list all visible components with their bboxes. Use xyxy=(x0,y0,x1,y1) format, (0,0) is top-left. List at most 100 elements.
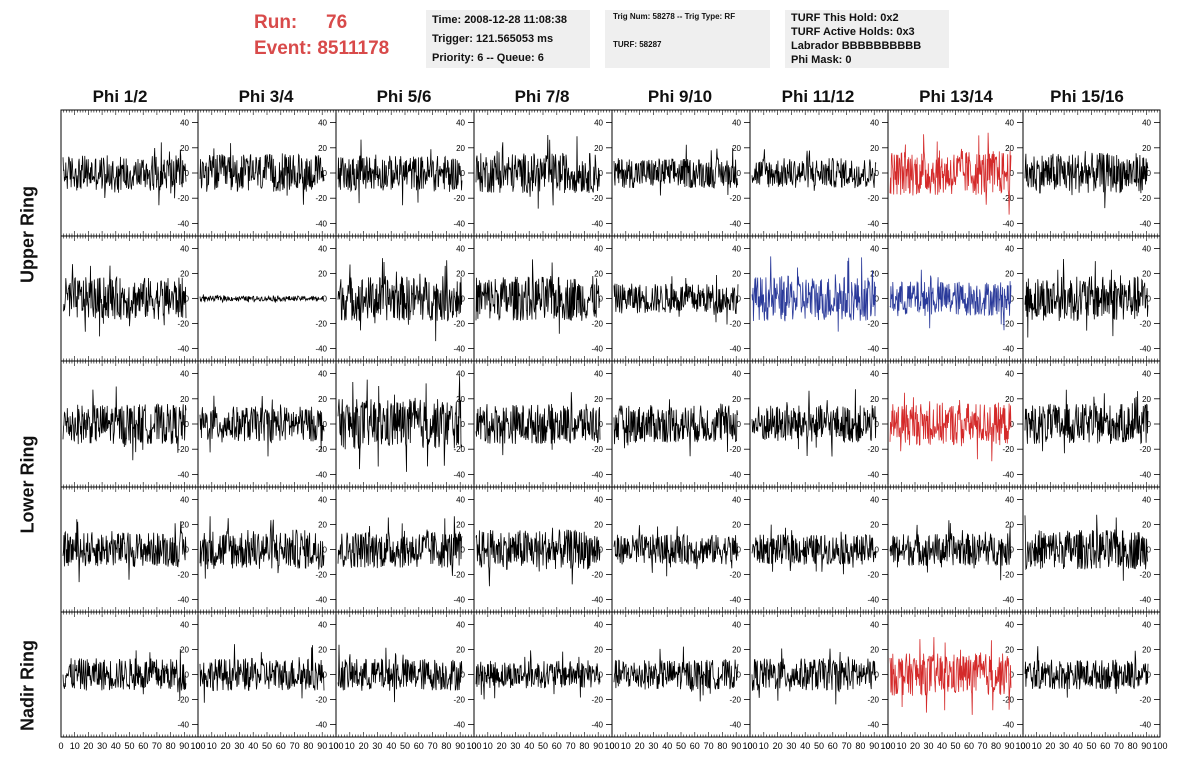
y-tick-label: 0 xyxy=(461,420,466,429)
y-tick-label: 40 xyxy=(1142,245,1151,254)
y-tick-label: 40 xyxy=(456,245,465,254)
y-tick-label: -20 xyxy=(315,320,327,329)
waveform-trace xyxy=(889,132,1012,215)
x-tick-label: 90 xyxy=(1004,741,1014,751)
y-tick-label: 20 xyxy=(1005,521,1014,530)
y-tick-label: -40 xyxy=(1139,721,1151,730)
y-tick-label: -20 xyxy=(315,571,327,580)
waveform-trace xyxy=(889,637,1012,715)
waveform-trace xyxy=(62,649,187,701)
y-tick-label: 40 xyxy=(732,496,741,505)
y-tick-label: -40 xyxy=(591,596,603,605)
y-tick-label: 20 xyxy=(732,646,741,655)
waveform-panel-r2-c7: 40 20 0 -20 -40 xyxy=(887,235,1024,362)
y-tick-label: -40 xyxy=(729,596,741,605)
y-tick-label: 0 xyxy=(185,169,190,178)
waveform-panel-r4-c6: 40 20 0 -20 -40 xyxy=(749,486,889,613)
y-tick-label: -20 xyxy=(591,571,603,580)
y-tick-label: -20 xyxy=(1002,320,1014,329)
waveform-trace xyxy=(337,644,463,703)
y-tick-label: 20 xyxy=(1005,646,1014,655)
waveform-panel-r2-c5: 40 20 0 -20 -40 xyxy=(611,235,751,362)
x-tick-label: 20 xyxy=(635,741,645,751)
x-tick-label: 50 xyxy=(124,741,134,751)
y-tick-label: -40 xyxy=(729,721,741,730)
y-tick-label: 20 xyxy=(1005,395,1014,404)
y-tick-label: 20 xyxy=(870,144,879,153)
y-tick-label: 20 xyxy=(180,521,189,530)
x-tick-label: 0 xyxy=(333,741,338,751)
y-tick-label: -40 xyxy=(867,470,879,479)
x-tick-label: 0 xyxy=(1020,741,1025,751)
waveform-trace xyxy=(613,274,739,325)
y-tick-label: -40 xyxy=(177,721,189,730)
y-tick-label: -20 xyxy=(867,194,879,203)
waveform-panel-r5-c5: 40 20 0 -20 -40 xyxy=(611,611,751,738)
x-tick-label: 40 xyxy=(1073,741,1083,751)
y-tick-label: 0 xyxy=(737,295,742,304)
waveform-trace xyxy=(1024,646,1149,698)
run-label: Run: xyxy=(254,12,298,33)
y-tick-label: -20 xyxy=(1139,194,1151,203)
y-tick-label: -20 xyxy=(315,194,327,203)
x-tick-label: 70 xyxy=(290,741,300,751)
x-tick-label: 90 xyxy=(179,741,189,751)
waveform-trace xyxy=(337,516,463,576)
x-tick-label: 60 xyxy=(138,741,148,751)
x-tick-label: 100 xyxy=(328,741,343,751)
x-tick-label: 40 xyxy=(248,741,258,751)
phi-mask-text: Phi Mask: 0 xyxy=(791,54,852,66)
waveform-trace xyxy=(475,527,601,587)
y-tick-label: 40 xyxy=(870,621,879,630)
y-tick-label: -20 xyxy=(177,696,189,705)
waveform-trace xyxy=(475,650,601,700)
y-tick-label: 0 xyxy=(1010,546,1015,555)
x-tick-label: 100 xyxy=(1015,741,1030,751)
waveform-panel-r4-c7: 40 20 0 -20 -40 xyxy=(887,486,1024,613)
x-tick-label: 60 xyxy=(276,741,286,751)
y-tick-label: -40 xyxy=(591,721,603,730)
waveform-trace xyxy=(475,392,601,456)
y-tick-label: 40 xyxy=(180,621,189,630)
x-tick-label: 60 xyxy=(1100,741,1110,751)
y-tick-label: 40 xyxy=(594,370,603,379)
y-tick-label: -40 xyxy=(867,219,879,228)
y-tick-label: -20 xyxy=(867,445,879,454)
y-tick-label: 0 xyxy=(599,546,604,555)
y-tick-label: 0 xyxy=(875,671,880,680)
waveform-trace xyxy=(751,256,877,332)
waveform-panel-r5-c1: 40 20 0 -20 -40 xyxy=(60,611,199,738)
y-tick-label: 40 xyxy=(318,119,327,128)
y-tick-label: -20 xyxy=(1002,696,1014,705)
x-tick-label: 100 xyxy=(190,741,205,751)
x-tick-label: 10 xyxy=(207,741,217,751)
y-tick-label: 20 xyxy=(732,270,741,279)
waveform-panel-r1-c4: 40 20 0 -20 -40 xyxy=(473,109,613,237)
waveform-trace xyxy=(475,134,601,209)
y-tick-label: 20 xyxy=(870,646,879,655)
waveform-panel-r1-c6: 40 20 0 -20 -40 xyxy=(749,109,889,237)
x-tick-label: 10 xyxy=(70,741,80,751)
y-tick-label: 0 xyxy=(461,546,466,555)
y-tick-label: 0 xyxy=(1010,169,1015,178)
y-tick-label: -20 xyxy=(453,445,465,454)
waveform-panel-r5-c2: 40 20 0 -20 -40 xyxy=(197,611,337,738)
x-tick-label: 30 xyxy=(372,741,382,751)
waveform-panel-r1-c5: 40 20 0 -20 -40 xyxy=(611,109,751,237)
waveform-trace xyxy=(337,258,463,342)
x-tick-label: 0 xyxy=(885,741,890,751)
y-tick-label: -20 xyxy=(177,194,189,203)
y-tick-label: 0 xyxy=(599,420,604,429)
x-tick-label: 80 xyxy=(991,741,1001,751)
event-label: Event: xyxy=(254,38,313,59)
y-tick-label: -20 xyxy=(177,320,189,329)
y-tick-label: 0 xyxy=(875,295,880,304)
waveform-trace xyxy=(613,646,739,702)
waveform-panel-r5-c7: 40 20 0 -20 -40 xyxy=(887,611,1024,738)
y-tick-label: -40 xyxy=(591,345,603,354)
waveform-panel-r3-c4: 40 20 0 -20 -40 xyxy=(473,360,613,488)
y-tick-label: 0 xyxy=(875,546,880,555)
x-tick-label: 0 xyxy=(195,741,200,751)
waveform-panel-r3-c8: 40 20 0 -20 -40 xyxy=(1022,360,1161,488)
x-tick-label: 30 xyxy=(923,741,933,751)
